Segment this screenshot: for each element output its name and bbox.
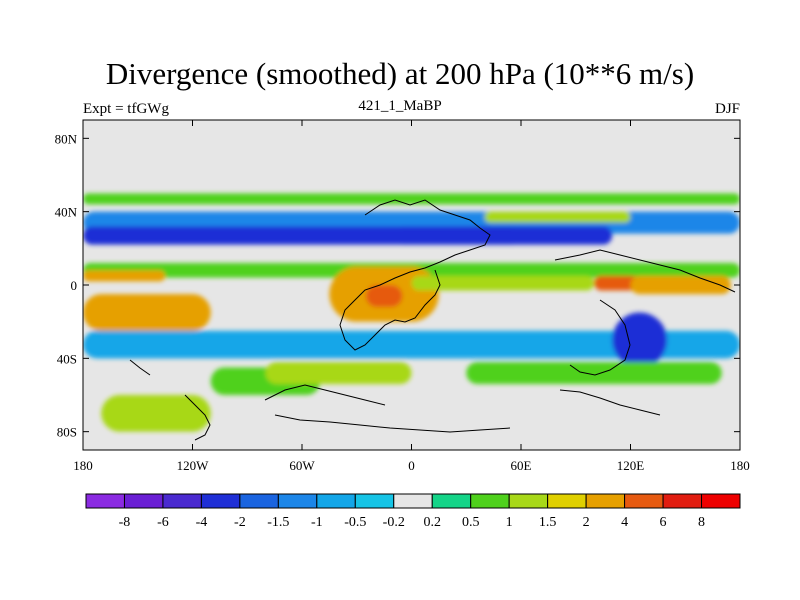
colorbar-label: -8 [119, 515, 131, 530]
coastline-segment [274, 414, 511, 433]
contour-region [101, 395, 211, 432]
coastline-segment [264, 384, 386, 406]
colorbar-box [701, 493, 741, 509]
colorbar-box [123, 493, 164, 509]
colorbar-box [200, 493, 241, 509]
coastline-segment [569, 299, 631, 376]
x-tick-label: 180 [730, 458, 750, 473]
colorbar-box [316, 493, 356, 509]
y-tick-label: 80N [55, 131, 78, 146]
subtitle-left: Expt = tfGWg [83, 101, 169, 117]
contour-region [83, 193, 740, 205]
contour-region [83, 294, 211, 331]
colorbar-label: -1 [311, 515, 323, 530]
colorbar-label: 1 [506, 515, 513, 530]
contour-region [393, 226, 613, 245]
subtitle-right: DJF [714, 101, 740, 117]
colorbar-box [662, 493, 703, 509]
coastline-segment [554, 249, 736, 293]
colorbar-label: -0.5 [344, 515, 366, 530]
colorbar-box [547, 493, 587, 509]
colorbar-label: 4 [621, 515, 628, 530]
colorbar-box [354, 493, 395, 509]
colorbar-box [508, 493, 549, 509]
colorbar-label: 8 [698, 515, 705, 530]
contour-region [466, 362, 722, 384]
contour-region [83, 270, 166, 282]
colorbar-label: 0.5 [462, 515, 480, 530]
colorbar-box [470, 493, 510, 509]
colorbar-box [239, 493, 279, 509]
colorbar-box [624, 493, 664, 509]
y-tick-label: 40N [55, 205, 78, 220]
contour-region [83, 330, 740, 359]
contour-region [594, 275, 640, 291]
colorbar-box [585, 493, 626, 509]
coastline-segment [339, 199, 491, 351]
y-tick-label: 0 [71, 278, 78, 293]
coastline-segment [184, 394, 211, 441]
colorbar-label: 0.2 [423, 515, 441, 530]
coastlines [129, 199, 736, 441]
x-tick-label: 120E [617, 458, 645, 473]
contour-region [411, 275, 594, 291]
coastline-segment [559, 389, 661, 416]
colorbar-label: -1.5 [267, 515, 289, 530]
colorbar-box [393, 493, 433, 509]
y-axis: 80N 40N 0 40S 80S [55, 131, 740, 440]
x-tick-label: 120W [177, 458, 210, 473]
colorbar-label: 2 [583, 515, 590, 530]
colorbar-box [85, 493, 125, 509]
colorbar-label: -6 [157, 515, 169, 530]
colorbar-label: 1.5 [539, 515, 557, 530]
contour-region [484, 211, 631, 223]
contour-region [630, 275, 731, 295]
contour-region [265, 362, 412, 384]
y-tick-label: 80S [57, 425, 77, 440]
x-axis: 180 120W 60W 0 60E 120E 180 [73, 120, 750, 473]
x-tick-label: 60E [511, 458, 532, 473]
y-tick-label: 40S [57, 351, 77, 366]
coastline-segment [129, 359, 151, 376]
x-tick-label: 180 [73, 458, 93, 473]
x-tick-label: 60W [289, 458, 315, 473]
colorbar-box [277, 493, 318, 509]
colorbar-label: 6 [660, 515, 667, 530]
colorbar-label: -2 [234, 515, 246, 530]
contour-region [612, 312, 667, 368]
colorbar: -8 -6 -4 -2 -1.5 -1 -0.5 -0.2 0.2 0.5 1 1.5 2 4 6 8 [85, 493, 741, 530]
contour-region [365, 285, 403, 307]
contour-fields [83, 193, 740, 432]
subtitle-center: 421_1_MaBP [358, 98, 442, 114]
x-tick-label: 0 [408, 458, 415, 473]
colorbar-label: -4 [196, 515, 208, 530]
colorbar-box [431, 493, 472, 509]
chart-title: Divergence (smoothed) at 200 hPa (10**6 … [105, 56, 695, 91]
colorbar-label: -0.2 [383, 515, 405, 530]
colorbar-box [162, 493, 202, 509]
